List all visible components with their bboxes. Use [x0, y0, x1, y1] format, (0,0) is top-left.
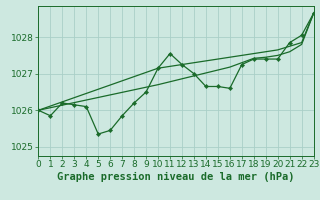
X-axis label: Graphe pression niveau de la mer (hPa): Graphe pression niveau de la mer (hPa): [57, 172, 295, 182]
